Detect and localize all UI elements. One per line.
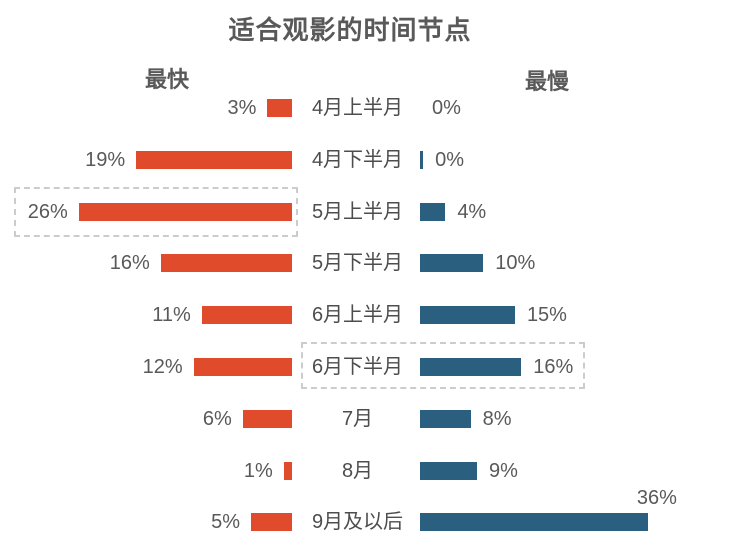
chart-row: 6% 7月 8% — [0, 393, 730, 445]
category-label: 5月下半月 — [311, 252, 404, 275]
fast-bar — [160, 254, 292, 273]
slow-bar — [420, 461, 477, 480]
chart-row: 1% 8月 9% — [0, 445, 730, 497]
slow-value-label: 0% — [435, 148, 465, 171]
fast-value-label: 3% — [227, 97, 257, 119]
fast-value-label: 5% — [211, 511, 240, 534]
slow-bar — [420, 254, 484, 273]
fast-column-header: 最快 — [145, 67, 190, 92]
category-label: 7月 — [341, 407, 374, 430]
fast-value-label: 11% — [152, 304, 191, 327]
slow-bar — [420, 202, 446, 221]
fast-bar — [193, 358, 292, 376]
chart-row: 19% 4月下半月 0% — [0, 134, 730, 186]
fast-value-label: 19% — [85, 148, 126, 171]
category-label: 5月上半月 — [311, 200, 404, 223]
slow-bar — [420, 358, 522, 376]
fast-bar — [251, 513, 292, 532]
slow-value-label: 15% — [526, 304, 567, 327]
highlight-box-slow — [301, 342, 585, 389]
slow-value-label: 16% — [533, 356, 574, 378]
slow-bar — [420, 306, 515, 325]
slow-value-label: 9% — [488, 459, 518, 482]
slow-value-label: 4% — [457, 200, 487, 223]
fast-value-label: 26% — [27, 200, 68, 223]
chart-title: 适合观影的时间节点 — [228, 15, 472, 45]
slow-value-label: 0% — [432, 97, 461, 119]
slow-bar — [420, 409, 471, 428]
fast-bar — [78, 202, 292, 221]
highlight-box-fast — [14, 186, 298, 237]
slow-value-label: 8% — [482, 407, 512, 430]
category-label: 9月及以后 — [311, 511, 404, 534]
fast-bar — [267, 99, 292, 117]
category-label: 4月上半月 — [311, 97, 404, 119]
chart-row: 16% 5月下半月 10% — [0, 237, 730, 289]
fast-bar — [136, 150, 292, 169]
fast-bar — [242, 409, 292, 428]
chart-row: 26% 5月上半月 4% — [0, 186, 730, 238]
fast-value-label: 12% — [142, 356, 183, 378]
slow-bar — [420, 150, 424, 169]
chart-row: 12% 6月下半月 16% — [0, 341, 730, 393]
fast-value-label: 1% — [243, 459, 273, 482]
chart-row: 5% 9月及以后 36% — [0, 487, 730, 548]
fast-value-label: 16% — [109, 252, 150, 275]
slow-bar — [420, 513, 648, 532]
category-label: 6月下半月 — [311, 356, 404, 378]
fast-bar — [201, 306, 292, 325]
chart-row: 11% 6月上半月 15% — [0, 289, 730, 341]
fast-bar — [283, 461, 292, 480]
fast-value-label: 6% — [202, 407, 232, 430]
category-label: 6月上半月 — [311, 304, 404, 327]
slow-value-label: 10% — [495, 252, 536, 275]
category-label: 4月下半月 — [311, 148, 404, 171]
slow-column-header: 最慢 — [525, 69, 570, 94]
category-label: 8月 — [341, 459, 374, 482]
slow-value-label: 36% — [636, 487, 677, 510]
chart-row: 3% 4月上半月 0% — [0, 82, 730, 134]
